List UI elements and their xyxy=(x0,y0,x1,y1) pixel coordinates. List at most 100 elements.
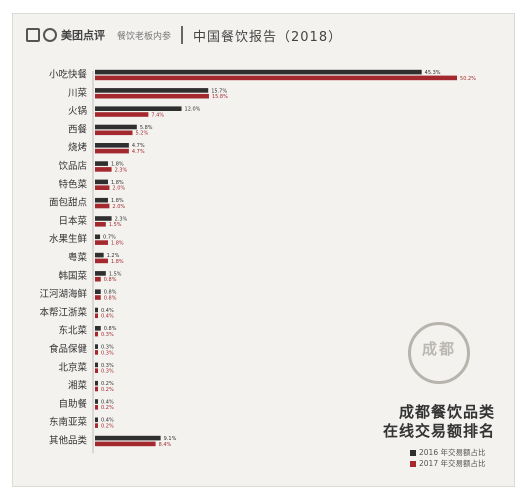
bar-2016 xyxy=(95,399,98,404)
legend-swatch-2016 xyxy=(410,449,416,456)
bar-2016 xyxy=(95,271,106,276)
bar-2017 xyxy=(95,93,209,99)
data-label-2017: 0.8% xyxy=(104,295,117,301)
bar-2016 xyxy=(95,143,129,148)
bar-2016 xyxy=(95,344,98,349)
bar-2017 xyxy=(95,405,98,410)
data-label-2016: 9.1% xyxy=(164,436,177,442)
category-label: 小吃快餐 xyxy=(49,69,88,81)
category-label: 水果生鲜 xyxy=(49,233,88,245)
data-label-2017: 1.8% xyxy=(111,259,124,265)
caption-line-2: 在线交易额排名 xyxy=(382,422,495,440)
bar-2016 xyxy=(95,216,112,221)
data-label-2016: 12.0% xyxy=(185,107,201,113)
data-label-2016: 2.3% xyxy=(115,216,128,222)
data-label-2017: 0.8% xyxy=(104,277,117,283)
bar-2017 xyxy=(95,276,101,282)
category-label: 东北菜 xyxy=(58,325,87,337)
legend-item-2017: 2017 年交易额占比 xyxy=(410,458,485,469)
data-label-2017: 4.7% xyxy=(132,149,145,155)
data-label-2017: 2.0% xyxy=(112,186,125,192)
bar-2017 xyxy=(95,441,156,447)
category-label: 江河湖海鲜 xyxy=(39,288,87,300)
category-label: 北京菜 xyxy=(58,361,87,373)
report-title: 中国餐饮报告（2018） xyxy=(193,29,343,45)
category-label: 火锅 xyxy=(68,106,87,117)
brand-tag: 餐饮老板内参 xyxy=(117,31,172,42)
bar-2017 xyxy=(95,185,110,190)
data-label-2017: 1.5% xyxy=(109,222,122,228)
bar-2017 xyxy=(95,167,112,172)
data-label-2016: 0.8% xyxy=(104,326,117,332)
category-label: 东南亚菜 xyxy=(49,416,88,428)
legend-item-2016: 2016 年交易额占比 xyxy=(410,447,485,458)
bar-2016 xyxy=(95,326,101,331)
category-label: 湘菜 xyxy=(68,380,88,392)
bar-2017 xyxy=(95,130,133,136)
bar-2016 xyxy=(95,380,98,386)
data-label-2016: 4.7% xyxy=(132,143,145,149)
bar-2016 xyxy=(95,417,98,423)
data-label-2016: 0.4% xyxy=(101,418,114,424)
bar-2016 xyxy=(95,289,101,294)
category-label: 烧烤 xyxy=(68,142,88,154)
bar-2016 xyxy=(95,106,182,111)
brand-name: 美团点评 xyxy=(61,29,105,42)
category-label: 粤菜 xyxy=(68,252,88,264)
legend: 2016 年交易额占比 2017 年交易额占比 xyxy=(410,447,485,469)
bar-2016 xyxy=(95,252,104,258)
data-label-2017: 0.3% xyxy=(101,369,114,375)
category-label: 其他品类 xyxy=(49,435,88,447)
data-label-2016: 0.7% xyxy=(103,235,116,241)
bar-2017 xyxy=(95,295,101,300)
data-label-2016: 1.8% xyxy=(111,162,124,168)
bar-2016 xyxy=(95,161,108,166)
data-label-2017: 8.4% xyxy=(159,442,172,448)
data-label-2016: 1.5% xyxy=(109,271,122,277)
data-label-2017: 1.8% xyxy=(111,241,124,247)
category-label: 自助餐 xyxy=(58,398,87,410)
meituan-logo-icon xyxy=(26,28,40,42)
category-label: 特色菜 xyxy=(58,178,87,190)
data-label-2016: 5.8% xyxy=(140,125,153,131)
seal-text: 成都 xyxy=(421,340,456,358)
bar-2016 xyxy=(95,234,101,240)
category-label: 韩国菜 xyxy=(58,270,87,282)
bar-2017 xyxy=(95,222,106,227)
data-label-2016: 0.3% xyxy=(101,363,114,369)
data-label-2016: 1.2% xyxy=(107,253,120,259)
bar-2017 xyxy=(95,423,98,428)
legend-label-2016: 2016 年交易额占比 xyxy=(419,448,486,457)
report-header: 美团点评 餐饮老板内参 中国餐饮报告（2018） xyxy=(26,20,342,50)
data-label-2016: 1.8% xyxy=(111,180,124,186)
data-label-2017: 2.0% xyxy=(112,204,125,210)
data-label-2017: 0.2% xyxy=(101,424,114,430)
data-label-2017: 7.4% xyxy=(151,112,164,118)
bar-2016 xyxy=(95,179,108,185)
data-label-2016: 15.7% xyxy=(211,88,227,94)
bar-2017 xyxy=(95,386,98,392)
data-label-2016: 0.4% xyxy=(101,399,114,405)
data-label-2017: 0.2% xyxy=(101,387,114,393)
bar-2016 xyxy=(95,362,98,368)
data-label-2017: 2.3% xyxy=(115,167,128,173)
bar-2016 xyxy=(95,88,209,93)
bar-2016 xyxy=(95,69,422,75)
data-label-2016: 0.8% xyxy=(104,290,117,296)
bar-2017 xyxy=(95,240,108,245)
bar-2017 xyxy=(95,112,149,117)
category-label: 面包甜点 xyxy=(49,197,88,209)
chengdu-seal-icon: 成都 xyxy=(408,322,470,384)
dianping-logo-icon xyxy=(43,28,57,42)
bar-2016 xyxy=(95,435,161,441)
header-divider xyxy=(181,26,184,44)
bar-2017 xyxy=(95,350,98,355)
category-label: 本帮江浙菜 xyxy=(39,306,87,318)
bar-2017 xyxy=(95,148,129,154)
bar-2017 xyxy=(95,368,98,373)
legend-swatch-2017 xyxy=(410,460,416,467)
chart-caption: 成都餐饮品类 在线交易额排名 xyxy=(383,403,495,441)
bar-2016 xyxy=(95,197,108,203)
legend-label-2017: 2017 年交易额占比 xyxy=(419,459,486,468)
data-label-2017: 0.3% xyxy=(101,350,114,356)
